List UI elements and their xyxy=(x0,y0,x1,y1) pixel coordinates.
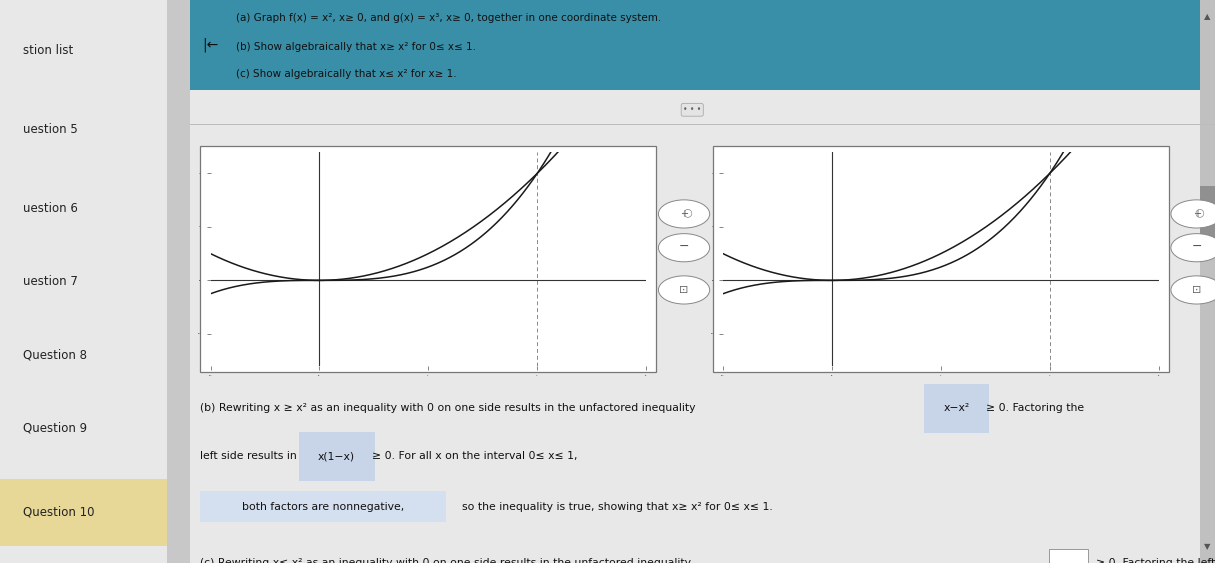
Text: x−x²: x−x² xyxy=(943,403,970,413)
FancyBboxPatch shape xyxy=(713,146,1169,372)
FancyBboxPatch shape xyxy=(1049,549,1087,563)
Text: ▲: ▲ xyxy=(1204,12,1210,21)
Text: +: + xyxy=(1193,209,1200,219)
Text: ≥ 0. Factoring the: ≥ 0. Factoring the xyxy=(987,403,1085,413)
Text: ⊡: ⊡ xyxy=(679,285,689,295)
Text: (b) Show algebraically that x≥ x² for 0≤ x≤ 1.: (b) Show algebraically that x≥ x² for 0≤… xyxy=(236,42,476,52)
Circle shape xyxy=(659,276,710,304)
Text: so the inequality is true, showing that x≥ x² for 0≤ x≤ 1.: so the inequality is true, showing that … xyxy=(462,502,773,512)
Text: (b) Rewriting x ≥ x² as an inequality with 0 on one side results in the unfactor: (b) Rewriting x ≥ x² as an inequality wi… xyxy=(200,403,700,413)
FancyBboxPatch shape xyxy=(1199,186,1215,253)
Text: Question 8: Question 8 xyxy=(23,348,86,361)
Text: uestion 7: uestion 7 xyxy=(23,275,78,288)
Text: ▼: ▼ xyxy=(1204,542,1210,551)
Circle shape xyxy=(659,200,710,228)
Text: (c) Show algebraically that x≤ x² for x≥ 1.: (c) Show algebraically that x≤ x² for x≥… xyxy=(236,69,457,79)
Circle shape xyxy=(1171,234,1215,262)
Circle shape xyxy=(1171,276,1215,304)
Text: uestion 6: uestion 6 xyxy=(23,202,78,215)
Text: −: − xyxy=(1191,240,1202,253)
FancyBboxPatch shape xyxy=(168,0,190,563)
Text: • • •: • • • xyxy=(683,105,701,114)
Text: ≥ 0. For all x on the interval 0≤ x≤ 1,: ≥ 0. For all x on the interval 0≤ x≤ 1, xyxy=(373,451,578,461)
Text: (c) Rewriting x≤ x² as an inequality with 0 on one side results in the unfactore: (c) Rewriting x≤ x² as an inequality wit… xyxy=(200,558,691,563)
Text: Question 9: Question 9 xyxy=(23,421,87,435)
Text: ○: ○ xyxy=(1194,207,1204,217)
Text: x(1−x): x(1−x) xyxy=(318,451,355,461)
FancyBboxPatch shape xyxy=(200,491,446,522)
Text: ≥ 0. Factoring the left: ≥ 0. Factoring the left xyxy=(1096,558,1215,563)
Text: |←: |← xyxy=(203,38,219,52)
Text: +: + xyxy=(680,209,688,219)
Text: left side results in: left side results in xyxy=(200,451,300,461)
Text: −: − xyxy=(679,240,689,253)
FancyBboxPatch shape xyxy=(0,479,190,546)
FancyBboxPatch shape xyxy=(1199,0,1215,563)
FancyBboxPatch shape xyxy=(200,146,656,372)
Circle shape xyxy=(659,234,710,262)
Text: ○: ○ xyxy=(682,207,691,217)
FancyBboxPatch shape xyxy=(190,0,1215,90)
Text: (a) Graph f(x) = x², x≥ 0, and g(x) = x³, x≥ 0, together in one coordinate syste: (a) Graph f(x) = x², x≥ 0, and g(x) = x³… xyxy=(236,13,661,23)
Text: uestion 5: uestion 5 xyxy=(23,123,78,136)
Text: stion list: stion list xyxy=(23,44,73,57)
Text: ⊡: ⊡ xyxy=(1192,285,1202,295)
Circle shape xyxy=(1171,200,1215,228)
Text: Question 10: Question 10 xyxy=(23,506,95,519)
Text: both factors are nonnegative,: both factors are nonnegative, xyxy=(242,502,405,512)
